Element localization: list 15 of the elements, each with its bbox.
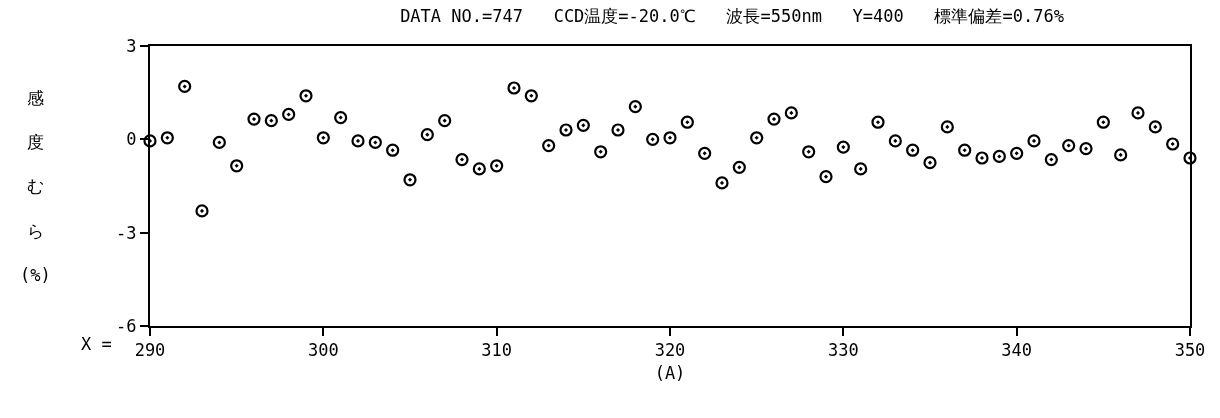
chart-title: DATA NO.=747 CCD温度=-20.0℃ 波長=550nm Y=400 標準偏差=0.76% (400, 6, 1064, 27)
x-axis-title: (A) (654, 363, 686, 384)
x-tick-label: 350 (1174, 340, 1206, 361)
x-tick-label: 330 (827, 340, 859, 361)
text: X = (81, 334, 112, 354)
x-tick-label: 310 (481, 340, 513, 361)
y-tick-label: -3 (116, 222, 137, 243)
y-tick-label: 3 (126, 35, 137, 56)
x-tick-label: 320 (654, 340, 686, 361)
y-tick-label: -6 (116, 315, 137, 336)
text: 感度むら (%) (20, 88, 51, 285)
x-tick-label: 340 (1001, 340, 1033, 361)
y-tick-label: 0 (126, 129, 137, 150)
x-tick-label: 300 (307, 340, 339, 361)
x-tick-label: 290 (134, 340, 166, 361)
